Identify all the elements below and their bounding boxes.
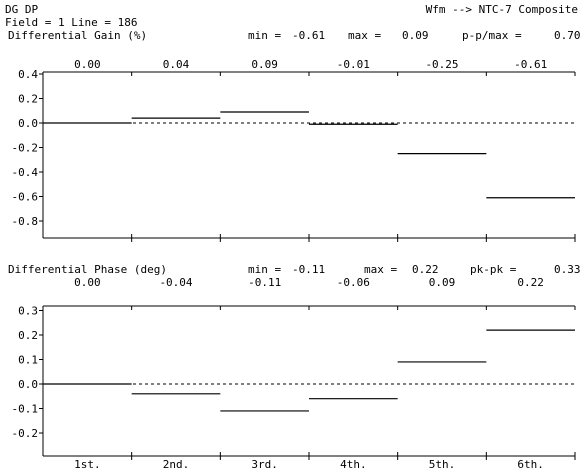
dp-ytick-label: 0.0 (18, 378, 38, 391)
dg-min-label: min = (248, 29, 282, 42)
dp-min-value: -0.11 (292, 263, 326, 276)
dg-range-label: p-p/max = (462, 29, 522, 42)
dp-ytick-label: 0.1 (18, 354, 38, 367)
dp-value-label-1: 0.00 (74, 276, 101, 289)
category-label-4: 4th. (340, 458, 367, 471)
mode-label: Wfm --> NTC-7 Composite (425, 3, 578, 16)
dg-ytick-label: -0.8 (12, 215, 39, 228)
category-label-1: 1st. (74, 458, 101, 471)
dg-value-label-5: -0.25 (425, 58, 458, 71)
category-label-6: 6th. (517, 458, 544, 471)
dp-value-label-2: -0.04 (159, 276, 192, 289)
dp-ytick-label: -0.2 (12, 427, 39, 440)
dg-ytick-label: 0.2 (18, 93, 38, 106)
field-line-label: Field = 1 Line = 186 (5, 16, 138, 29)
dg-value-label-3: 0.09 (251, 58, 278, 71)
dg-value-label-2: 0.04 (163, 58, 190, 71)
dg-range-value: 0.70 (554, 29, 581, 42)
dp-range-label: pk-pk = (470, 263, 517, 276)
category-label-5: 5th. (429, 458, 456, 471)
category-label-3: 3rd. (251, 458, 278, 471)
dp-ytick-label: 0.3 (18, 305, 38, 318)
dg-title: Differential Gain (%) (8, 29, 148, 42)
category-label-2: 2nd. (163, 458, 190, 471)
dp-min-label: min = (248, 263, 282, 276)
dg-value-label-6: -0.61 (514, 58, 547, 71)
dg-ytick-label: 0.4 (18, 68, 38, 81)
dp-value-label-5: 0.09 (429, 276, 456, 289)
dp-max-label: max = (364, 263, 398, 276)
dg-ytick-label: -0.4 (12, 166, 39, 179)
dg-max-value: 0.09 (402, 29, 429, 42)
dp-max-value: 0.22 (412, 263, 439, 276)
dp-value-label-6: 0.22 (517, 276, 544, 289)
dp-value-label-3: -0.11 (248, 276, 281, 289)
dg-value-label-1: 0.00 (74, 58, 101, 71)
dg-ytick-label: -0.6 (12, 191, 39, 204)
dp-title: Differential Phase (deg) (8, 263, 167, 276)
dp-value-label-4: -0.06 (337, 276, 370, 289)
screen-title: DG DP (5, 3, 39, 16)
dg-min-value: -0.61 (292, 29, 326, 42)
dg-ytick-label: -0.2 (12, 142, 39, 155)
dp-ytick-label: -0.1 (12, 403, 39, 416)
dp-ytick-label: 0.2 (18, 329, 38, 342)
dp-range-value: 0.33 (554, 263, 581, 276)
dg-max-label: max = (348, 29, 382, 42)
dg-value-label-4: -0.01 (337, 58, 370, 71)
dg-ytick-label: 0.0 (18, 117, 38, 130)
